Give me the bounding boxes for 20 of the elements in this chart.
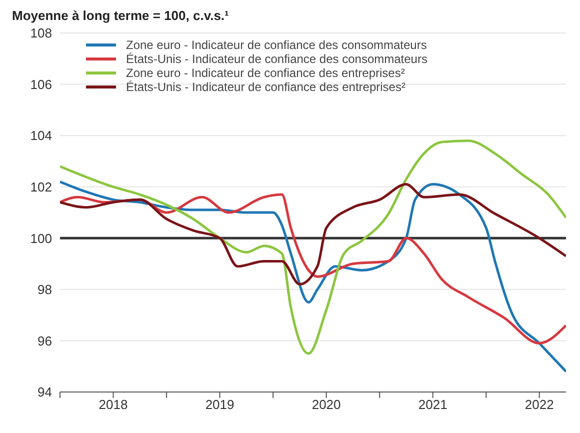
line-series: [60, 183, 566, 286]
legend-label: Zone euro - Indicateur de confiance des consommateurs: [126, 38, 427, 52]
y-tick-label: 94: [38, 384, 52, 400]
y-tick-label: 104: [30, 128, 52, 144]
y-tick-label: 102: [30, 179, 52, 194]
y-tick-label: 98: [38, 282, 52, 298]
x-tick-label: 2020: [312, 397, 341, 412]
x-tick-label: 2021: [418, 397, 448, 412]
y-tick-label: 108: [30, 26, 52, 41]
y-tick-label: 96: [38, 333, 52, 348]
chart-title: Moyenne à long terme = 100, c.v.s.¹: [12, 8, 230, 23]
x-tick-label: 2018: [98, 397, 128, 412]
y-tick-label: 106: [30, 76, 52, 92]
legend-label: États-Unis - Indicateur de confiance des consommateurs: [126, 52, 428, 66]
legend-label: Zone euro - Indicateur de confiance des entreprises²: [126, 66, 405, 80]
x-tick-label: 2019: [205, 397, 234, 412]
legend-label: États-Unis - Indicateur de confiance des entreprises²: [126, 80, 406, 94]
line-series: [60, 139, 566, 355]
y-tick-label: 100: [30, 230, 52, 246]
x-tick-label: 2022: [524, 397, 554, 412]
